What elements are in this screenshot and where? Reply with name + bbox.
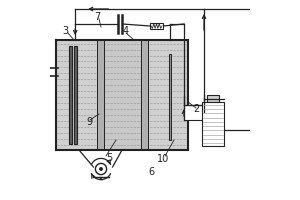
Text: 2: 2: [193, 104, 199, 114]
Text: 5: 5: [106, 153, 112, 163]
Bar: [202, 102, 224, 146]
Bar: [56, 40, 97, 150]
Bar: [207, 95, 219, 102]
Bar: [150, 23, 163, 29]
Bar: [184, 105, 203, 120]
Bar: [169, 54, 171, 140]
Text: 4: 4: [123, 26, 129, 36]
Bar: [74, 46, 76, 144]
Bar: [56, 40, 188, 150]
Bar: [148, 40, 188, 150]
Bar: [104, 40, 141, 150]
Text: 3: 3: [62, 26, 68, 36]
Bar: [141, 40, 148, 150]
Text: 9: 9: [86, 117, 92, 127]
Text: 6: 6: [148, 167, 154, 177]
Bar: [69, 46, 72, 144]
Bar: [97, 40, 104, 150]
Text: 7: 7: [94, 12, 100, 22]
Text: 10: 10: [157, 154, 169, 164]
Circle shape: [99, 167, 103, 171]
